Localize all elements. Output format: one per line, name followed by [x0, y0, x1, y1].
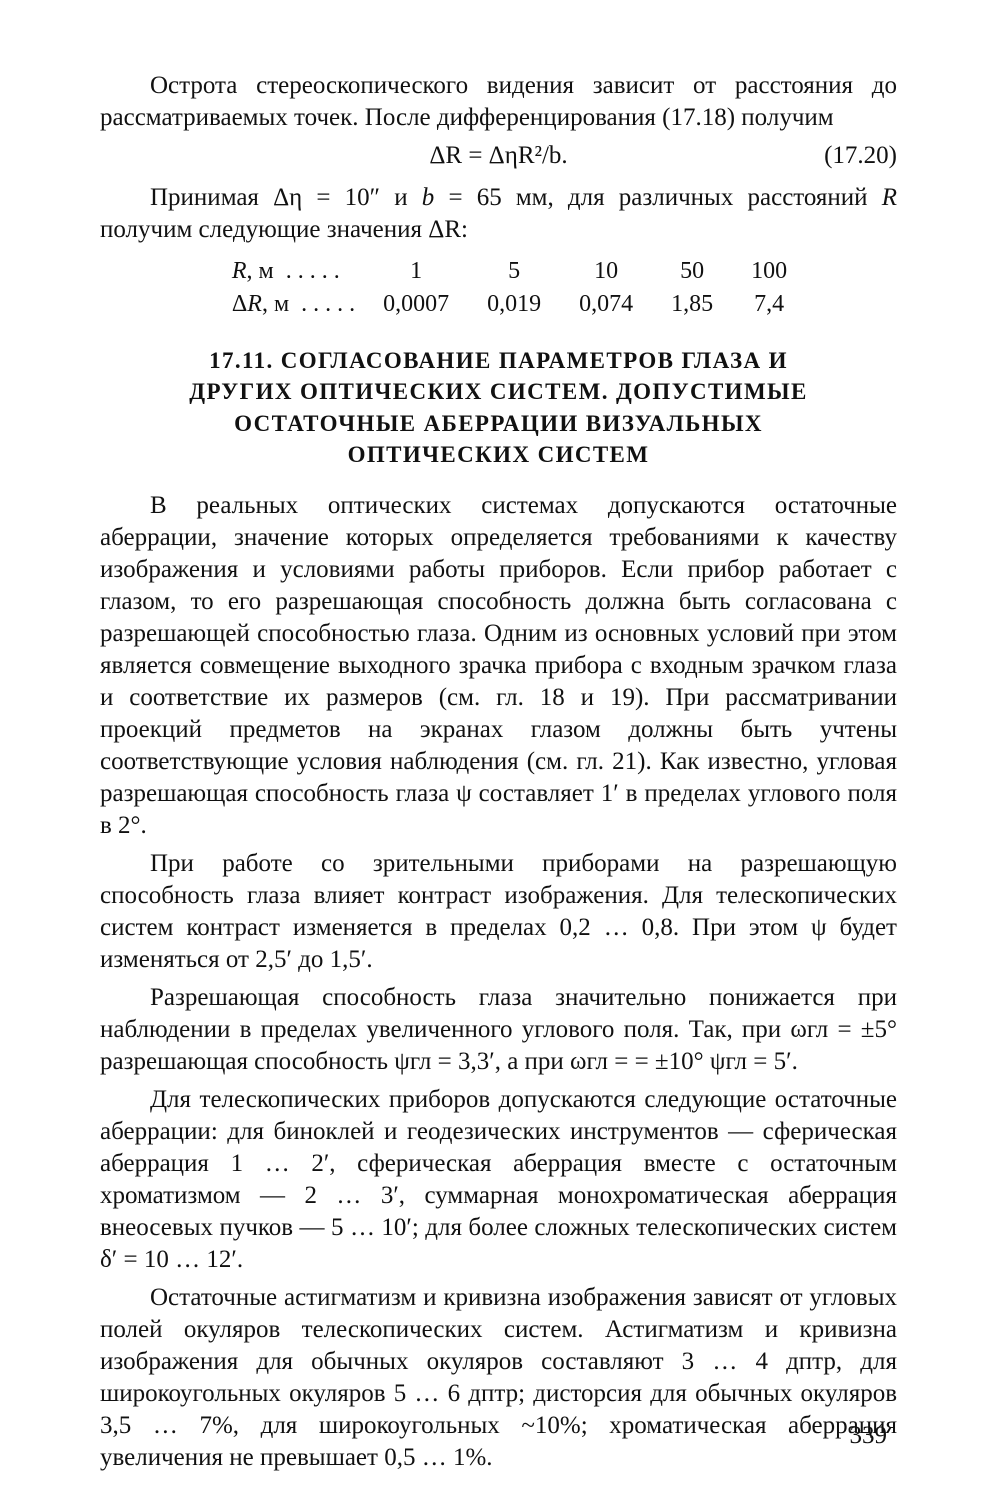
table-cell: 10 [561, 256, 651, 287]
intro-paragraph-1: Острота стереоскопического видения завис… [100, 70, 897, 134]
table-cell: 5 [469, 256, 559, 287]
row-label-dR: ΔR, м . . . . . [192, 289, 363, 320]
section-number: 17.11. [209, 348, 274, 373]
intro-p2-prefix: Принимая Δη = 10″ и [150, 184, 422, 211]
section-title: СОГЛАСОВАНИЕ ПАРАМЕТРОВ ГЛАЗА И ДРУГИХ О… [189, 348, 807, 466]
equation-17-20: ΔR = ΔηR²/b. (17.20) [100, 140, 897, 172]
body-paragraph-1: В реальных оптических системах допускают… [100, 490, 897, 842]
table-row: ΔR, м . . . . . 0,0007 0,019 0,074 1,85 … [192, 289, 805, 320]
intro-p2-mid: = 65 мм, для различных расстояний [434, 184, 881, 211]
equation-text: ΔR = ΔηR²/b. [429, 140, 567, 172]
table-cell: 7,4 [733, 289, 805, 320]
table-cell: 0,019 [469, 289, 559, 320]
body-paragraph-5: Остаточные астигматизм и кривизна изобра… [100, 1282, 897, 1474]
table-cell: 100 [733, 256, 805, 287]
page: Острота стереоскопического видения завис… [0, 0, 987, 1500]
table-cell: 50 [653, 256, 731, 287]
body-paragraph-4: Для телескопических приборов допускаются… [100, 1084, 897, 1276]
table-cell: 1 [365, 256, 467, 287]
delta-r-table: RR, м . . . . ., м . . . . . 1 5 10 50 1… [190, 254, 807, 321]
section-heading: 17.11. СОГЛАСОВАНИЕ ПАРАМЕТРОВ ГЛАЗА И Д… [160, 345, 837, 469]
intro-p2-suffix: получим следующие значения ΔR: [100, 216, 468, 243]
table-cell: 0,074 [561, 289, 651, 320]
table-cell: 1,85 [653, 289, 731, 320]
table-cell: 0,0007 [365, 289, 467, 320]
row-label-R: RR, м . . . . ., м . . . . . [192, 256, 363, 287]
equation-number: (17.20) [568, 140, 897, 172]
body-paragraph-2: При работе со зрительными приборами на р… [100, 848, 897, 976]
body-paragraph-3: Разрешающая способность глаза значительн… [100, 982, 897, 1078]
page-number: 339 [850, 1420, 888, 1452]
intro-paragraph-2: Принимая Δη = 10″ и b = 65 мм, для разли… [100, 182, 897, 246]
table-row: RR, м . . . . ., м . . . . . 1 5 10 50 1… [192, 256, 805, 287]
